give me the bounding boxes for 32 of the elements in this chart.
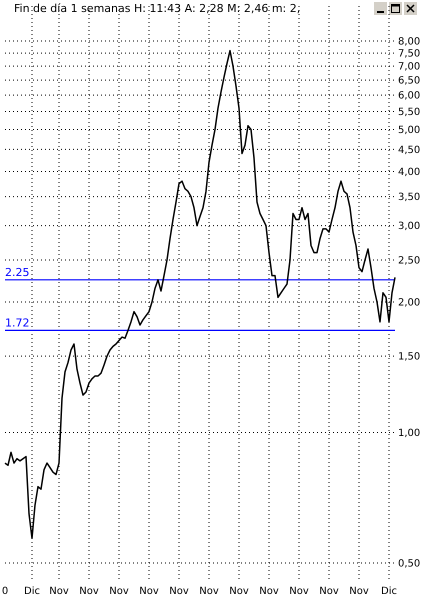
x-tick-label: Dic — [24, 586, 40, 597]
y-tick-label: 3,00 — [398, 221, 420, 232]
y-tick-label: 3,50 — [398, 192, 420, 204]
y-tick-label: 8,00 — [398, 36, 420, 48]
x-tick-label: Nov — [349, 586, 369, 597]
x-tick-label: Dic — [381, 586, 397, 597]
x-tick-label: Nov — [79, 586, 99, 597]
x-tick-label: Nov — [319, 586, 339, 597]
x-tick-label: Nov — [259, 586, 279, 597]
ref-line-label: 1.72 — [5, 316, 30, 330]
x-tick-label: Nov — [49, 586, 69, 597]
y-tick-label: 4,00 — [398, 167, 420, 178]
x-tick-label: Nov — [289, 586, 309, 597]
y-tick-label: 6,00 — [398, 90, 420, 102]
y-tick-label: 1,00 — [398, 428, 420, 439]
x-tick-label: Nov — [139, 586, 159, 597]
x-tick-label: 0 — [2, 586, 8, 597]
x-tick-label: Nov — [109, 586, 129, 597]
x-tick-label: Nov — [169, 586, 189, 597]
y-tick-label: 2,00 — [398, 298, 420, 308]
x-tick-label: Nov — [229, 586, 249, 597]
y-tick-label: 2,50 — [398, 255, 420, 266]
y-tick-label: 1,50 — [398, 352, 420, 363]
y-tick-label: 7,00 — [398, 62, 420, 73]
y-tick-label: 5,00 — [398, 124, 420, 136]
x-tick-label: Nov — [199, 586, 219, 597]
ref-line-label: 2.25 — [5, 266, 30, 279]
y-tick-label: 7,50 — [398, 48, 420, 60]
y-tick-label: 0,50 — [398, 558, 420, 570]
y-tick-label: 5,50 — [398, 107, 420, 118]
y-tick-label: 4,50 — [398, 144, 420, 156]
y-tick-label: 6,50 — [398, 76, 420, 87]
